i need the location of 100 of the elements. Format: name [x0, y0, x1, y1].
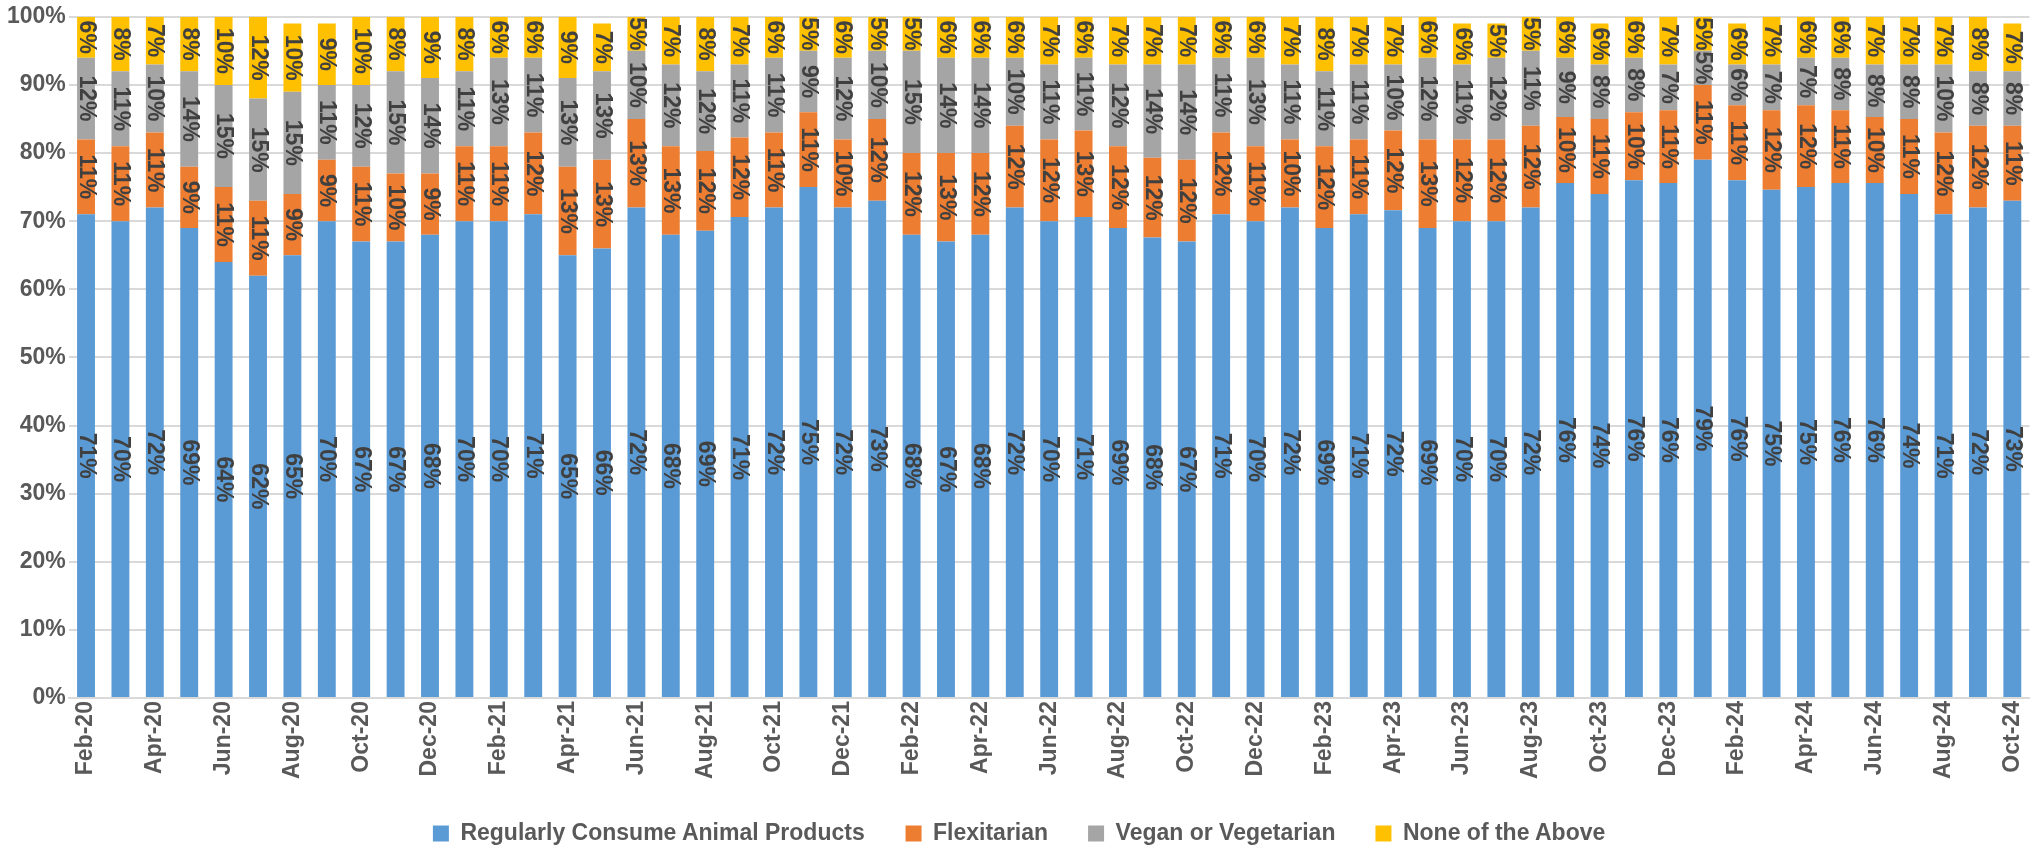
data-label: 13%: [556, 187, 583, 234]
data-label: 8%: [1863, 74, 1890, 108]
data-label: 11%: [74, 154, 101, 200]
y-tick-label: 10%: [19, 615, 66, 642]
data-label: 13%: [625, 140, 652, 187]
x-tick-label: Jun-21: [621, 700, 648, 776]
data-label: 10%: [281, 34, 308, 81]
data-label: 5%: [797, 17, 824, 51]
x-tick-label: Apr-23: [1378, 701, 1405, 774]
data-label: 7%: [1347, 24, 1374, 58]
data-label: 6%: [934, 20, 961, 54]
x-tick-label: Dec-21: [828, 700, 855, 777]
bar: [1831, 183, 1850, 698]
data-label: 13%: [1244, 78, 1271, 125]
data-label: 68%: [900, 442, 927, 489]
data-label: 8%: [1966, 27, 1993, 61]
data-label: 6%: [1244, 20, 1271, 54]
data-label: 67%: [349, 446, 376, 493]
data-label: 10%: [1622, 123, 1649, 170]
bar: [1005, 207, 1024, 698]
data-label: 68%: [969, 442, 996, 489]
data-label: 6%: [1622, 20, 1649, 54]
data-label: 76%: [1725, 415, 1752, 462]
data-label: 14%: [1175, 89, 1202, 136]
data-label: 8%: [693, 27, 720, 61]
data-label: 12%: [1416, 75, 1443, 122]
data-label: 12%: [1450, 157, 1477, 204]
bar: [1281, 207, 1299, 698]
data-label: 11%: [1347, 79, 1374, 125]
data-label: 6%: [831, 20, 858, 54]
x-tick-label: Feb-24: [1722, 700, 1749, 776]
data-label: 74%: [1897, 422, 1924, 469]
data-label: 12%: [1037, 157, 1064, 204]
data-label: 11%: [109, 86, 136, 132]
bar: [77, 214, 95, 698]
data-label: 12%: [900, 170, 927, 217]
data-label: 5%: [1519, 17, 1546, 51]
bar: [765, 207, 783, 698]
data-label: 8%: [2000, 81, 2027, 116]
data-label: 71%: [1072, 434, 1099, 481]
data-label: 69%: [1313, 439, 1340, 486]
x-tick-label: Oct-21: [759, 700, 786, 773]
data-label: 14%: [418, 102, 445, 149]
data-label: 73%: [865, 425, 892, 472]
data-label: 11%: [1313, 86, 1340, 132]
data-label: 72%: [1519, 429, 1546, 476]
x-tick-label: Jun-20: [208, 701, 235, 776]
bar: [1040, 221, 1059, 698]
data-label: 11%: [212, 202, 239, 247]
data-label: 76%: [1863, 417, 1890, 464]
data-label: 11%: [1072, 71, 1099, 117]
data-label: 70%: [1037, 436, 1064, 483]
data-label: 7%: [143, 24, 170, 58]
data-label: 12%: [1209, 150, 1236, 197]
data-label: 69%: [177, 439, 204, 486]
data-label: 7%: [1106, 24, 1133, 58]
data-label: 69%: [1106, 439, 1133, 486]
data-label: 12%: [1141, 174, 1168, 221]
data-label: 11%: [1519, 65, 1546, 111]
data-label: 76%: [1828, 417, 1855, 464]
data-label: 68%: [418, 442, 445, 489]
data-label: 10%: [1278, 150, 1305, 197]
bar: [1865, 183, 1884, 698]
data-label: 5%: [865, 17, 892, 51]
data-label: 68%: [659, 442, 686, 489]
data-label: 12%: [521, 150, 548, 197]
data-label: 6%: [74, 20, 101, 54]
data-label: 12%: [1106, 82, 1133, 129]
data-label: 12%: [349, 102, 376, 149]
data-label: 6%: [1725, 68, 1752, 102]
data-label: 10%: [865, 61, 892, 108]
bar: [1556, 183, 1575, 698]
data-label: 11%: [1657, 124, 1683, 169]
data-label: 72%: [1966, 429, 1993, 476]
bar: [1968, 207, 1987, 698]
data-label: 15%: [212, 113, 239, 160]
data-label: 13%: [556, 99, 583, 146]
x-tick-label: Jun-24: [1860, 700, 1887, 776]
data-label: 12%: [1794, 123, 1821, 170]
data-label: 70%: [1485, 436, 1512, 483]
bar: [386, 241, 405, 698]
data-label: 7%: [1278, 24, 1305, 58]
bar: [1384, 210, 1403, 698]
data-label: 15%: [384, 99, 411, 146]
x-tick-label: Aug-20: [277, 701, 304, 779]
legend-label: None of the Above: [1402, 818, 1606, 845]
bar: [455, 221, 474, 698]
data-label: 10%: [384, 184, 411, 231]
bar: [627, 207, 646, 698]
x-tick-label: Feb-21: [484, 700, 511, 776]
data-label: 13%: [590, 181, 617, 228]
data-label: 65%: [281, 453, 308, 500]
bar: [283, 255, 302, 698]
data-label: 70%: [487, 436, 514, 483]
data-label: 7%: [1897, 24, 1924, 58]
bar: [971, 234, 990, 698]
x-tick-label: Jun-23: [1447, 701, 1474, 776]
x-tick-label: Feb-22: [896, 701, 923, 776]
data-label: 67%: [1175, 446, 1202, 493]
data-label: 11%: [143, 147, 170, 193]
